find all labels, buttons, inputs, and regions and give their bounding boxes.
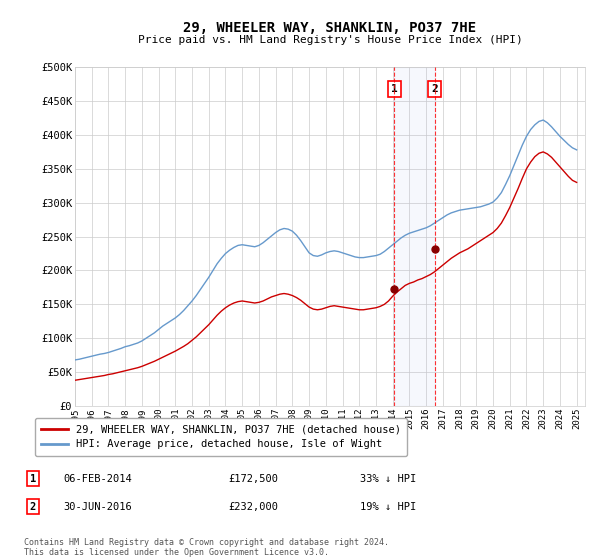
Legend: 29, WHEELER WAY, SHANKLIN, PO37 7HE (detached house), HPI: Average price, detach: 29, WHEELER WAY, SHANKLIN, PO37 7HE (det… (35, 418, 407, 456)
Text: 33% ↓ HPI: 33% ↓ HPI (360, 474, 416, 484)
Text: £172,500: £172,500 (228, 474, 278, 484)
Text: 2: 2 (30, 502, 36, 512)
Text: 1: 1 (30, 474, 36, 484)
Text: Price paid vs. HM Land Registry's House Price Index (HPI): Price paid vs. HM Land Registry's House … (137, 35, 523, 45)
Text: 19% ↓ HPI: 19% ↓ HPI (360, 502, 416, 512)
Bar (394, 67, 434, 406)
Text: 2: 2 (431, 84, 438, 94)
Text: 1: 1 (391, 84, 398, 94)
Text: £232,000: £232,000 (228, 502, 278, 512)
Text: 29, WHEELER WAY, SHANKLIN, PO37 7HE: 29, WHEELER WAY, SHANKLIN, PO37 7HE (184, 21, 476, 35)
Text: 30-JUN-2016: 30-JUN-2016 (63, 502, 132, 512)
Text: Contains HM Land Registry data © Crown copyright and database right 2024.
This d: Contains HM Land Registry data © Crown c… (24, 538, 389, 557)
Text: 06-FEB-2014: 06-FEB-2014 (63, 474, 132, 484)
